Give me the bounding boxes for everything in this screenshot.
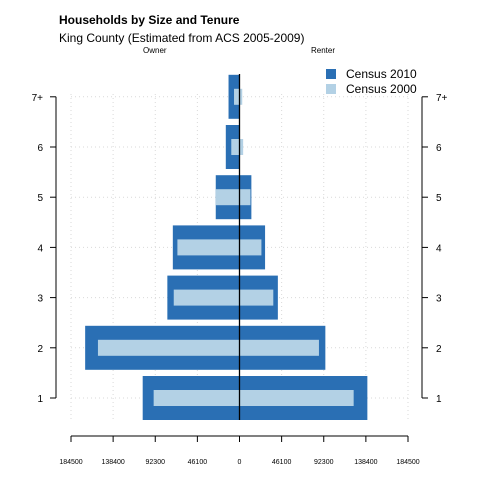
bar-2000-owner-3 <box>173 289 240 306</box>
legend-swatch-census-2010 <box>326 68 336 79</box>
chart-subtitle: King County (Estimated from ACS 2005-200… <box>59 31 305 45</box>
legend-label-census-2010: Census 2010 <box>346 66 417 81</box>
x-tick-label: 46100 <box>272 459 292 466</box>
left-axis-label: 6 <box>37 143 43 154</box>
right-axis-label: 2 <box>436 344 442 355</box>
renter-label: Renter <box>311 46 336 55</box>
bar-2000-owner-1 <box>153 390 240 406</box>
bar-2000-renter-4 <box>239 239 262 256</box>
left-axis-label: 3 <box>37 294 43 305</box>
bar-2000-owner-5 <box>215 189 240 206</box>
bar-2000-owner-7+ <box>234 88 240 105</box>
bar-2000-renter-3 <box>239 289 274 306</box>
bar-2000-renter-7+ <box>239 88 243 105</box>
chart-title: Households by Size and Tenure <box>59 13 240 27</box>
left-axis-label: 1 <box>37 394 43 405</box>
legend-item-census-2010: Census 2010 <box>326 66 417 81</box>
bar-2000-renter-1 <box>239 390 354 406</box>
bar-2000-renter-2 <box>239 339 319 356</box>
right-axis-label: 1 <box>436 394 442 405</box>
bar-2000-owner-2 <box>97 339 240 356</box>
x-tick-label: 138400 <box>101 459 124 466</box>
bar-2000-owner-4 <box>177 239 240 256</box>
owner-label: Owner <box>143 46 167 55</box>
bar-2000-owner-6 <box>231 139 240 155</box>
legend-label-census-2000: Census 2000 <box>346 81 417 96</box>
bar-2000-renter-5 <box>239 189 251 206</box>
left-axis-label: 5 <box>37 193 43 204</box>
left-axis-label: 7+ <box>32 93 44 104</box>
x-tick-label: 138400 <box>354 459 377 466</box>
right-axis-label: 5 <box>436 193 442 204</box>
right-axis-label: 7+ <box>436 93 448 104</box>
x-tick-label: 46100 <box>188 459 208 466</box>
x-tick-label: 0 <box>238 459 242 466</box>
x-tick-label: 184500 <box>396 459 419 466</box>
legend: Census 2010 Census 2000 <box>326 66 417 96</box>
legend-item-census-2000: Census 2000 <box>326 81 417 96</box>
bar-2000-renter-6 <box>239 139 244 155</box>
right-axis-label: 6 <box>436 143 442 154</box>
x-tick-label: 184500 <box>59 459 82 466</box>
right-axis-label: 3 <box>436 294 442 305</box>
right-axis-label: 4 <box>436 243 442 254</box>
left-axis-label: 2 <box>37 344 43 355</box>
x-tick-label: 92300 <box>314 459 334 466</box>
left-axis-label: 4 <box>37 243 43 254</box>
x-tick-label: 92300 <box>146 459 166 466</box>
legend-swatch-census-2000 <box>326 83 336 94</box>
